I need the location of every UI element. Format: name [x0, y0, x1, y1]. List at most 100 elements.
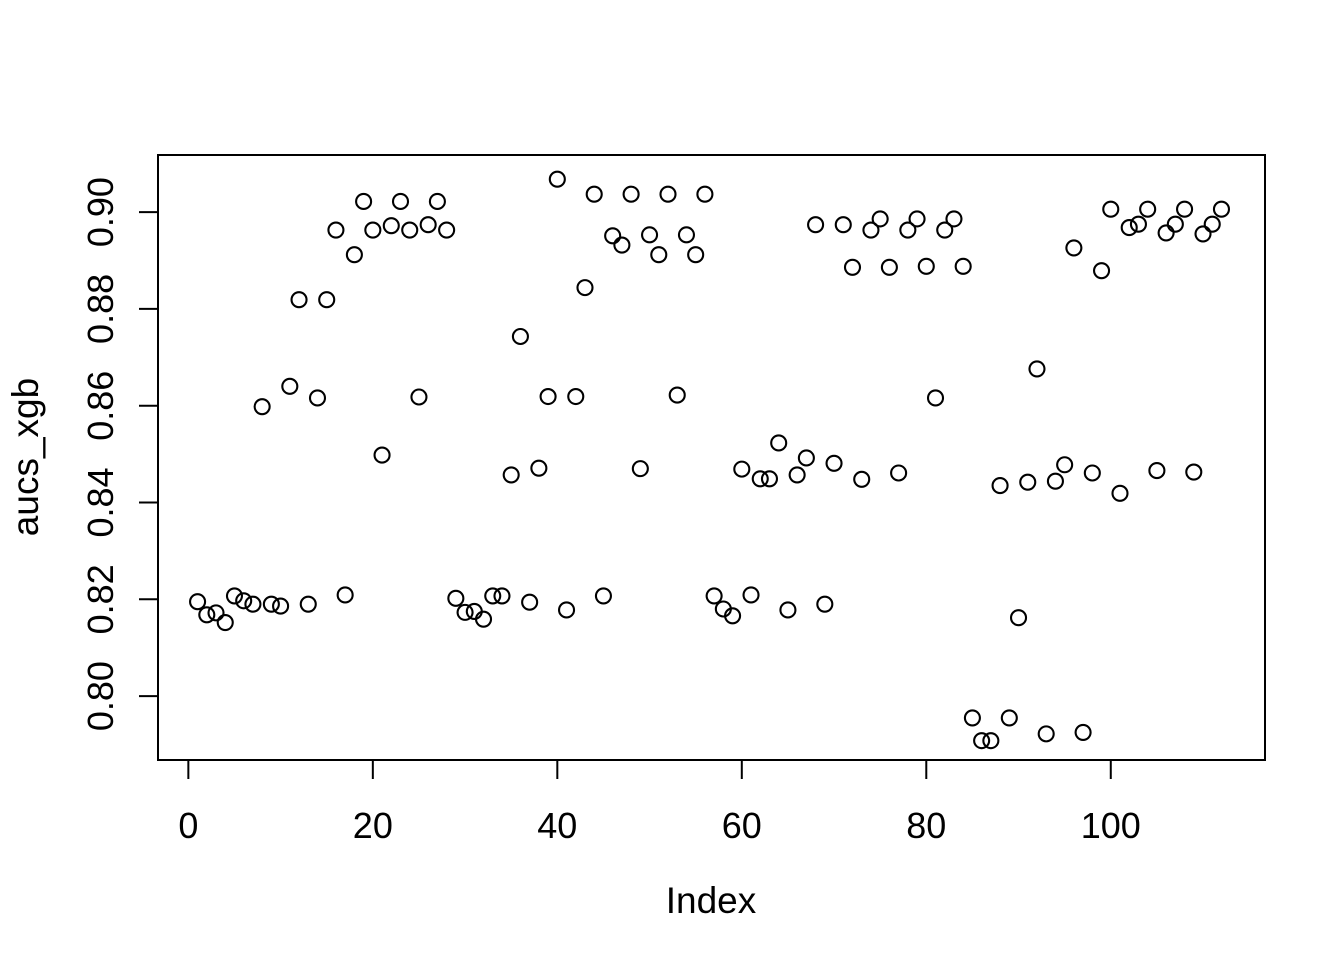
data-point — [1037, 725, 1055, 743]
data-point — [364, 221, 382, 239]
x-tick-label: 40 — [537, 805, 577, 846]
data-point — [973, 732, 991, 750]
data-point — [447, 589, 465, 607]
data-point — [521, 593, 539, 611]
data-point — [899, 221, 917, 239]
data-point — [474, 610, 493, 628]
data-point — [705, 587, 723, 605]
x-tick-label: 60 — [722, 805, 762, 846]
data-point — [262, 595, 280, 613]
data-point — [235, 592, 253, 610]
data-point — [1148, 462, 1166, 480]
data-point — [696, 185, 714, 203]
data-point — [631, 460, 649, 478]
data-point — [244, 595, 262, 613]
data-point — [834, 216, 852, 234]
x-tick-label: 100 — [1081, 805, 1141, 846]
data-point — [853, 470, 871, 488]
data-point — [862, 221, 880, 239]
y-axis-title: aucs_xgb — [5, 378, 46, 536]
data-point — [807, 216, 825, 234]
data-point — [936, 221, 954, 239]
y-tick-label: 0.80 — [80, 661, 121, 731]
data-point — [779, 601, 797, 619]
data-point — [1102, 200, 1120, 218]
x-tick-label: 80 — [906, 805, 946, 846]
y-axis-ticks — [139, 211, 158, 698]
data-point — [428, 192, 446, 211]
data-point — [1056, 456, 1074, 474]
data-point — [1194, 225, 1212, 243]
y-tick-label: 0.82 — [80, 564, 121, 634]
data-point — [880, 258, 898, 276]
data-point — [917, 257, 935, 275]
data-point — [1000, 709, 1018, 727]
data-point — [410, 388, 428, 406]
y-tick-label: 0.90 — [80, 177, 121, 247]
x-tick-label: 20 — [353, 805, 393, 846]
data-point — [622, 185, 640, 203]
data-point — [465, 602, 483, 620]
data-point — [290, 291, 308, 309]
data-point — [327, 221, 345, 239]
data-points — [189, 170, 1231, 750]
data-point — [567, 387, 585, 406]
data-point — [225, 587, 244, 605]
data-point — [908, 210, 926, 228]
data-point — [511, 327, 529, 346]
data-point — [281, 377, 299, 395]
data-point — [926, 389, 945, 407]
data-point — [438, 221, 456, 239]
data-point — [401, 221, 419, 239]
data-point — [825, 454, 843, 472]
y-tick-label: 0.84 — [80, 467, 121, 537]
data-point — [272, 597, 290, 615]
data-point — [1185, 463, 1203, 481]
data-point — [373, 446, 391, 464]
data-point — [308, 389, 327, 407]
data-point — [770, 434, 788, 452]
data-point — [1139, 200, 1157, 218]
data-point — [954, 257, 972, 275]
data-point — [890, 464, 908, 482]
data-point — [576, 279, 594, 297]
data-point — [991, 477, 1009, 495]
data-point — [1028, 360, 1046, 378]
data-point — [530, 459, 548, 477]
data-point — [1092, 262, 1111, 280]
data-point — [677, 226, 696, 244]
data-point — [650, 246, 668, 264]
data-point — [539, 387, 557, 406]
data-point — [1176, 200, 1194, 218]
data-point — [355, 192, 373, 211]
data-point — [585, 185, 603, 203]
data-point — [724, 607, 742, 625]
data-point — [1157, 224, 1175, 242]
data-point — [1074, 723, 1092, 741]
data-point — [604, 227, 622, 245]
data-point — [963, 709, 981, 727]
data-point — [594, 587, 612, 605]
data-point — [816, 595, 834, 613]
data-point — [207, 604, 225, 622]
x-axis-ticks — [187, 760, 1112, 779]
data-point — [733, 460, 751, 478]
data-point — [1046, 472, 1064, 490]
data-point — [641, 226, 659, 244]
data-point — [548, 170, 566, 188]
data-point — [189, 593, 207, 611]
data-point — [843, 258, 862, 276]
y-tick-labels: 0.80 0.82 0.84 0.86 0.88 0.90 — [80, 177, 121, 731]
data-point — [419, 216, 437, 234]
data-point — [613, 236, 631, 254]
data-point — [982, 732, 1000, 750]
data-point — [1166, 215, 1184, 233]
x-tick-labels: 0 20 40 60 80 100 — [178, 805, 1140, 846]
data-point — [871, 210, 889, 228]
data-point — [198, 606, 216, 624]
data-point — [484, 587, 502, 605]
data-point — [253, 398, 271, 416]
y-tick-label: 0.86 — [80, 371, 121, 441]
data-point — [502, 466, 520, 484]
